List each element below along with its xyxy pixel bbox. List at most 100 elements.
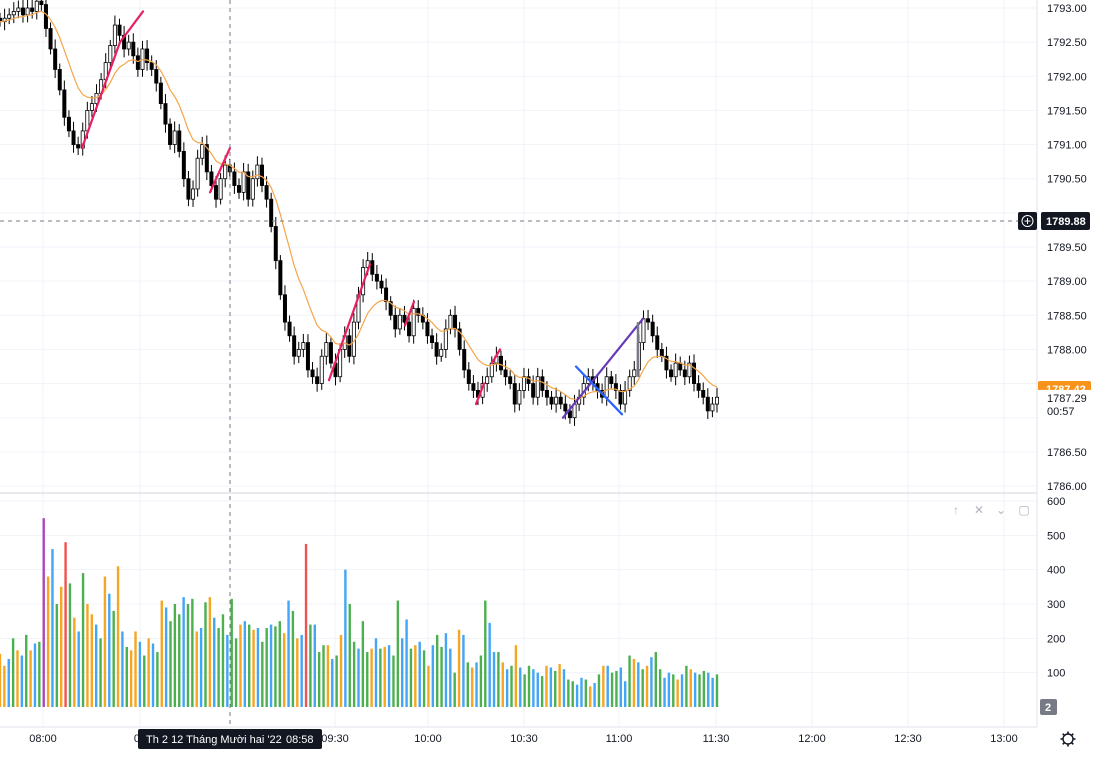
candle-up xyxy=(535,376,540,398)
current-price-box xyxy=(1038,389,1091,420)
pane-close-icon[interactable]: ✕ xyxy=(974,503,984,517)
volume-bar xyxy=(527,665,531,707)
countdown-label: 00:57 xyxy=(1047,406,1075,418)
volume-bar xyxy=(580,677,583,707)
candle-down xyxy=(76,144,81,149)
candle-down xyxy=(292,335,297,357)
crosshair-price-label: 1789.88 xyxy=(1046,216,1086,228)
volume-bar xyxy=(204,602,207,707)
volume-bar xyxy=(628,655,631,707)
candle-down xyxy=(374,273,379,282)
volume-bar xyxy=(689,669,692,707)
candle-down xyxy=(646,318,651,323)
crosshair-date-label: Th 2 12 Tháng Mười hai '22 xyxy=(146,734,282,746)
moving-average-line xyxy=(0,10,718,400)
volume-bar xyxy=(501,662,504,707)
volume-bar xyxy=(42,518,45,707)
volume-bar xyxy=(304,543,308,707)
candle-down xyxy=(347,335,352,357)
volume-bar xyxy=(523,674,526,707)
candle-down xyxy=(273,226,278,262)
volume-bar xyxy=(663,677,666,707)
volume-bar xyxy=(654,652,657,707)
volume-bar xyxy=(221,614,225,707)
volume-bar xyxy=(213,617,216,707)
volume-bar xyxy=(702,670,706,707)
volume-bar xyxy=(287,600,290,707)
candle-down xyxy=(655,335,660,350)
pane-move-up-icon[interactable]: ↑ xyxy=(953,503,959,517)
candle-down xyxy=(214,185,219,200)
candle-up xyxy=(641,318,646,344)
candle-up xyxy=(554,396,559,405)
pane-collapse-icon[interactable]: ⌄ xyxy=(996,503,1006,517)
candle-up xyxy=(34,0,39,12)
price-axis[interactable]: 1793.00 1792.50 1792.00 1791.50 1791.00 1790.… xyxy=(1018,3,1091,493)
drawn-trend-lines[interactable] xyxy=(80,10,645,419)
candle-down xyxy=(204,144,209,173)
price-tick-label: 1791.00 xyxy=(1047,140,1087,152)
volume-bar xyxy=(462,634,465,707)
candle-up xyxy=(7,14,12,19)
volume-bar xyxy=(38,641,41,707)
candle-down xyxy=(558,396,563,405)
volume-axis[interactable]: 600 500 400 300 200 100 2 xyxy=(1040,496,1065,715)
volume-bar xyxy=(208,597,212,707)
settings-gear-icon[interactable] xyxy=(1060,731,1076,747)
price-tick-label: 1793.00 xyxy=(1047,3,1087,15)
volume-bar xyxy=(182,597,185,707)
volume-bar xyxy=(300,634,303,707)
time-tick-label: 12:30 xyxy=(894,733,922,745)
volume-bar xyxy=(484,600,487,707)
volume-bar xyxy=(248,624,251,707)
volume-bar xyxy=(313,624,316,707)
volume-bar xyxy=(20,655,24,707)
candle-up xyxy=(191,188,196,200)
volume-tick-label: 500 xyxy=(1047,530,1065,542)
candle-down xyxy=(696,383,701,391)
time-axis[interactable]: 08:00 09:30 10:00 10:30 11:00 11:30 12:00 12:30… xyxy=(29,729,1076,749)
volume-bar xyxy=(645,665,649,707)
candle-down xyxy=(669,369,674,378)
candle-up xyxy=(687,362,692,378)
pane-controls[interactable]: ↑ ✕ ⌄ ▢ xyxy=(953,503,1030,517)
volume-bar xyxy=(449,648,452,707)
volume-bar xyxy=(46,576,50,707)
add-alert-icon[interactable] xyxy=(1018,212,1037,231)
volume-bar xyxy=(575,684,579,707)
volume-bar xyxy=(51,549,54,707)
volume-bar xyxy=(488,622,491,707)
volume-bar xyxy=(25,634,28,707)
candle-up xyxy=(255,164,260,180)
candle-down xyxy=(563,403,568,412)
volume-bar xyxy=(632,658,636,707)
pane-maximize-icon[interactable]: ▢ xyxy=(1018,503,1029,517)
crosshair-time-tag xyxy=(138,729,322,749)
volume-bar xyxy=(619,667,623,707)
volume-bar xyxy=(440,646,443,707)
candle-down xyxy=(53,48,58,70)
gear-tooth xyxy=(1070,733,1074,737)
candle-up xyxy=(200,144,205,159)
candle-down xyxy=(613,383,618,391)
candle-up xyxy=(108,45,113,64)
candle-up xyxy=(195,157,200,190)
volume-bar xyxy=(680,674,684,707)
volume-bar xyxy=(326,645,330,707)
candle-down xyxy=(282,294,287,323)
volume-bar xyxy=(396,600,400,707)
candle-up xyxy=(250,178,255,200)
trend-line-segment xyxy=(474,382,486,406)
volume-bar xyxy=(545,665,548,707)
time-tick-label: 09:30 xyxy=(321,733,349,745)
volume-bar xyxy=(86,604,89,707)
volume-bar xyxy=(344,569,347,707)
volume-bar xyxy=(387,645,391,707)
candle-up xyxy=(112,24,117,46)
volume-bar xyxy=(558,664,561,707)
volume-bar xyxy=(470,667,474,707)
volume-bar xyxy=(156,652,159,707)
candle-up xyxy=(126,41,131,50)
